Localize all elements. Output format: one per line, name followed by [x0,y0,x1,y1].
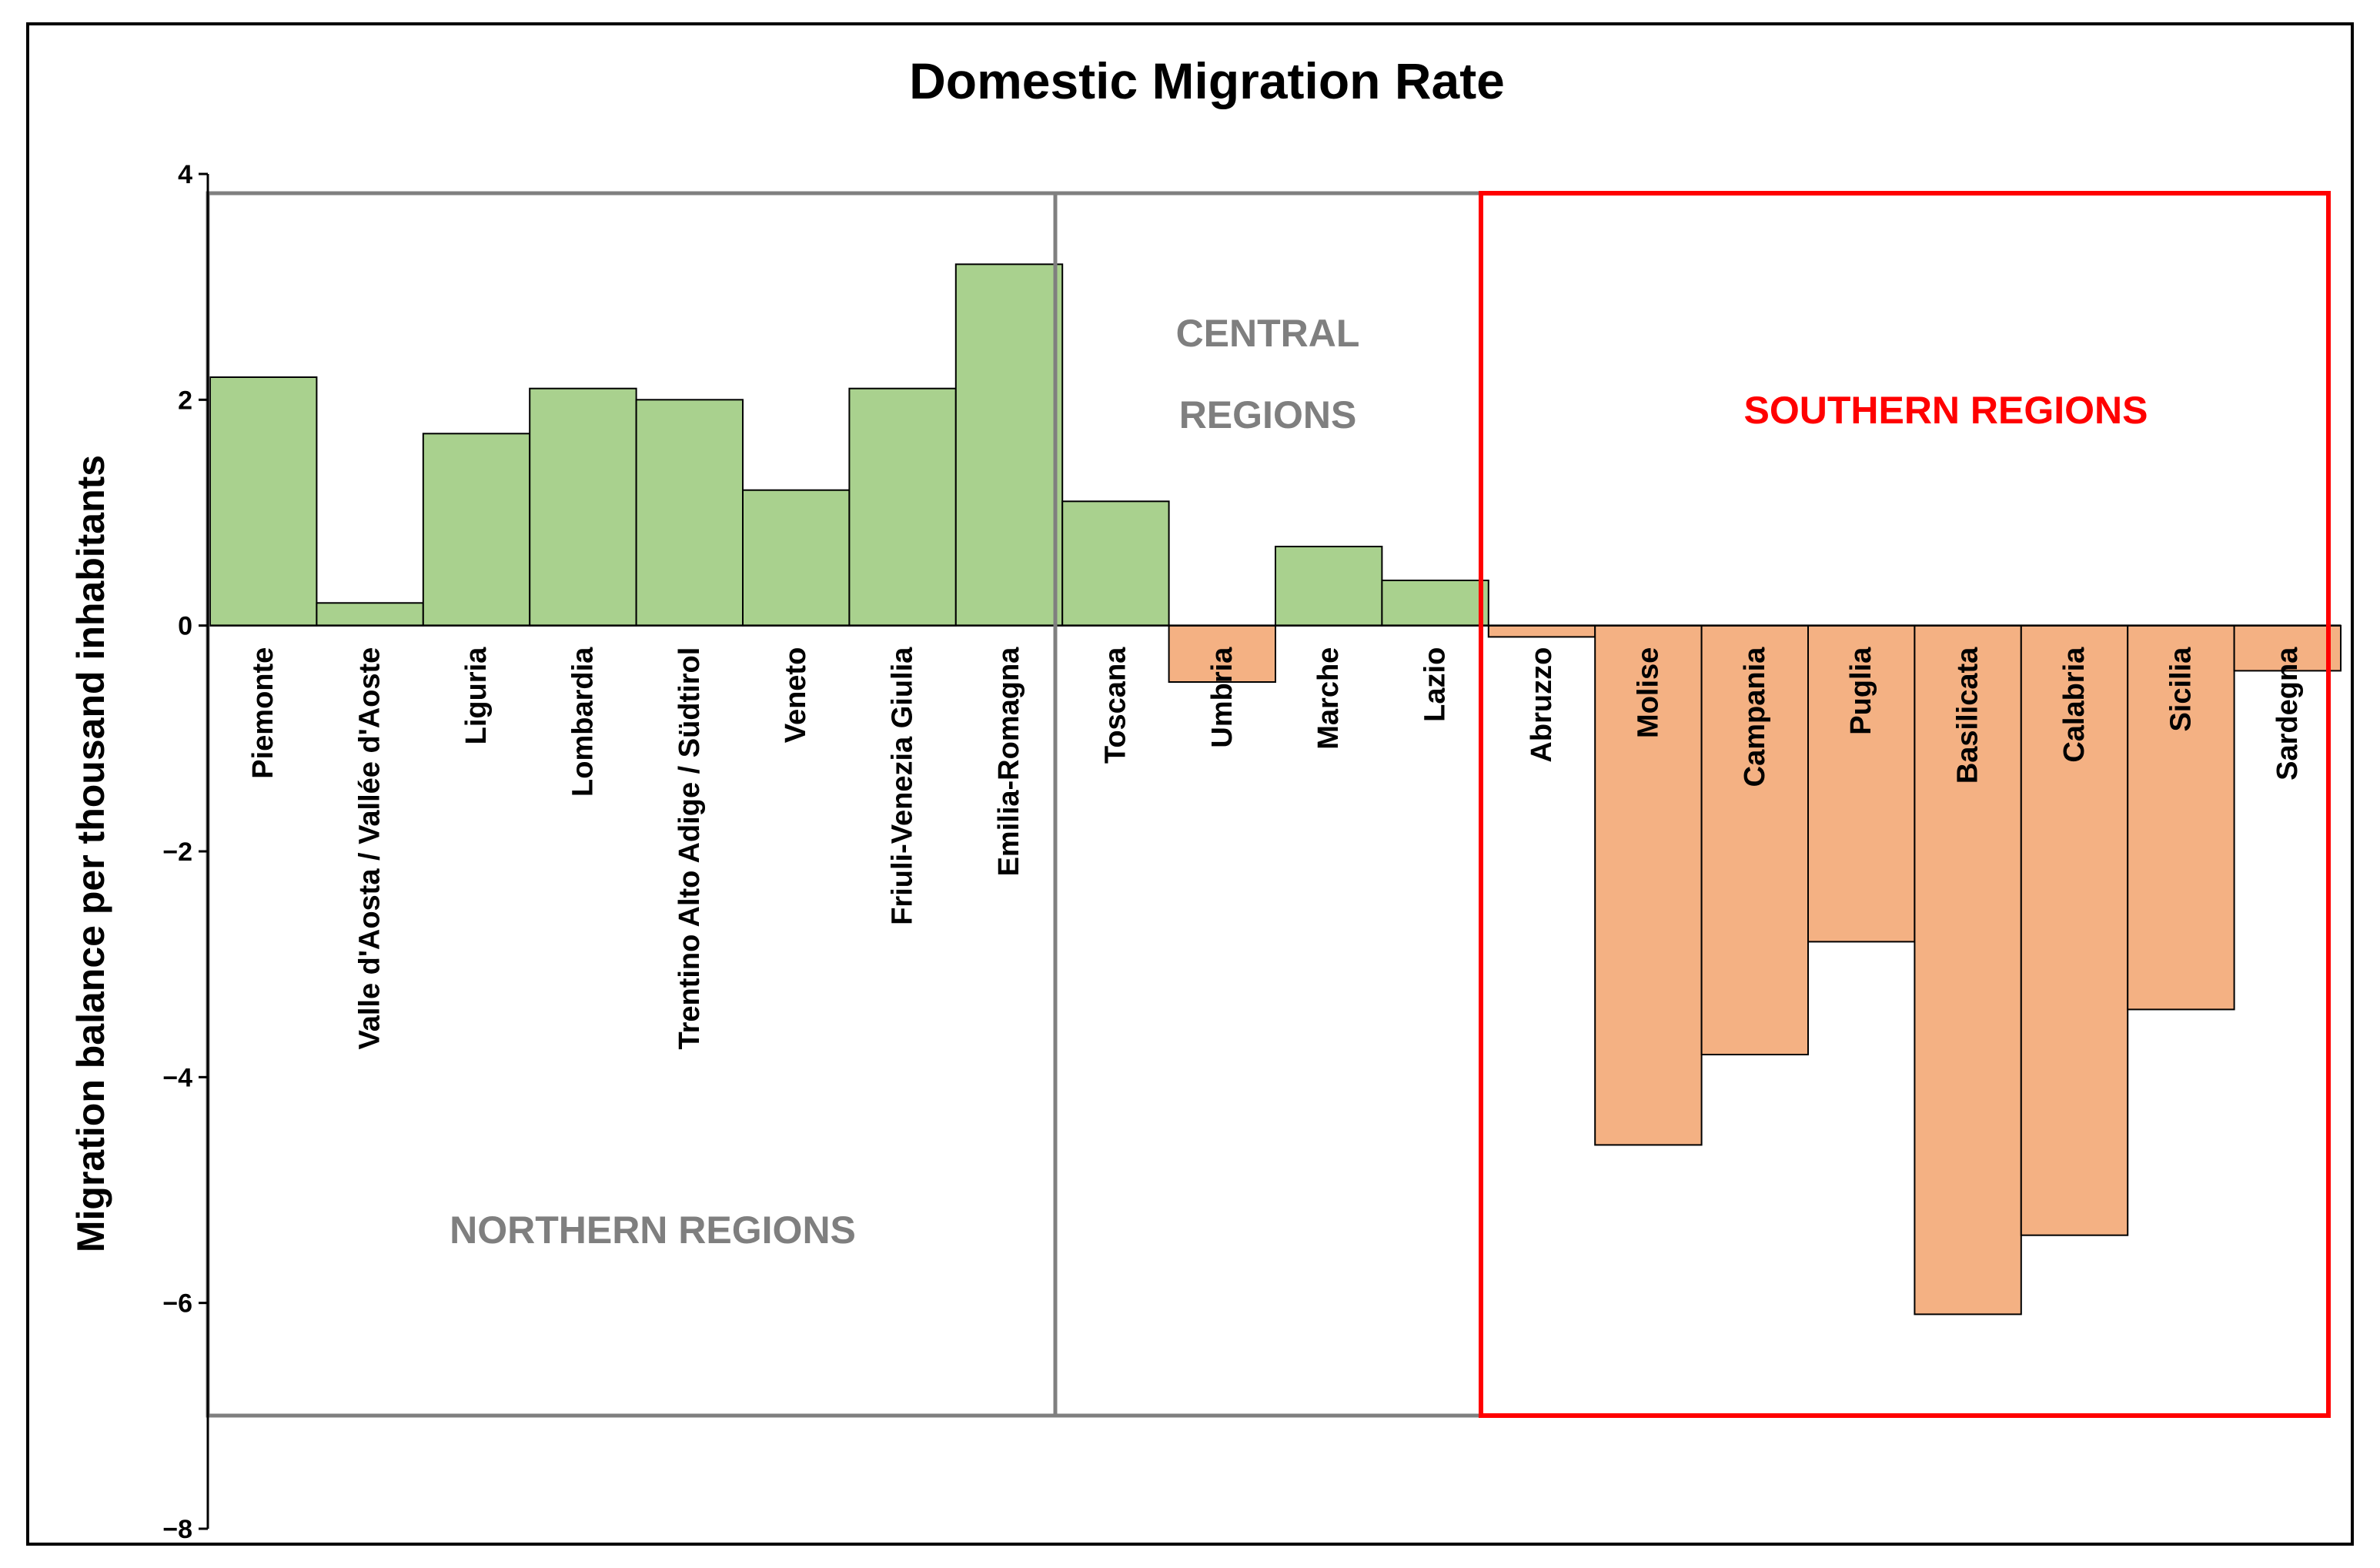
category-labels: Piemonte Valle d'Aosta / Vallée d'Aoste Li… [247,647,2304,1050]
category-label: Emilia-Romagna [993,647,1025,877]
category-label: Toscana [1099,647,1132,764]
bar-campania [1700,624,1810,1055]
bar-chart: Domestic Migration Rate 4 2 0 −2 −4 −6 −8 Piem… [69,52,2342,1543]
y-tick-label: −6 [162,1289,192,1319]
group-label-central-line: REGIONS [1179,393,1357,436]
group-label-north: NORTHERN REGIONS [450,1209,856,1252]
bar-sicilia [2127,624,2235,1011]
group-label-central-line: CENTRAL [1176,312,1360,355]
region-box-south [1479,191,2331,1418]
bar-toscana [1061,500,1170,627]
category-label: Friuli-Venezia Giulia [887,647,919,925]
category-label: Umbria [1206,647,1238,748]
chart-frame: Domestic Migration Rate 4 2 0 −2 −4 −6 −8 Piem… [26,22,2354,1546]
bar-marche [1275,546,1383,627]
y-axis: 4 2 0 −2 −4 −6 −8 [162,160,209,1543]
category-label: Molise [1632,647,1664,738]
y-tick-label: −2 [162,837,192,867]
category-label: Calabria [2058,647,2091,763]
bar-friuli-venezia-giulia [848,387,957,627]
y-tick-label: −4 [162,1063,192,1092]
category-label: Valle d'Aosta / Vallée d'Aoste [354,647,386,1050]
category-label: Veneto [780,647,812,744]
bar-trentino-alto-adige-s-dtirol [635,399,744,627]
category-label: Lazio [1419,647,1452,722]
group-labels: NORTHERN REGIONS CENTRAL REGIONS SOUTHERN R… [450,312,2148,1252]
category-label: Piemonte [247,647,279,779]
bar-umbria [1168,624,1276,684]
bar-veneto [742,489,851,627]
category-label: Abruzzo [1526,647,1558,763]
category-label: Campania [1739,647,1771,787]
y-tick-label: 2 [178,386,192,415]
bar-lombardia [529,387,637,627]
bar-puglia [1807,624,1916,943]
category-label: Lombardia [567,647,599,797]
bar-sardegna [2233,624,2342,672]
y-axis-title: Migration balance per thousand inhabitan… [69,455,112,1252]
bar-liguria [422,433,531,627]
category-label: Basilicata [1952,647,1984,784]
y-tick-label: −8 [162,1515,192,1543]
region-box-central [1053,191,1483,1418]
bar-valle-d-aosta-vall-e-d-aoste [316,602,424,627]
category-label: Trentino Alto Adige / Südtirol [674,647,706,1050]
bar-piemonte [209,376,318,627]
category-label: Liguria [460,647,493,745]
category-label: Sardegna [2271,647,2304,781]
bar-basilicata [1914,624,2022,1316]
bars-layer [208,263,2342,1316]
chart-title: Domestic Migration Rate [909,52,1505,109]
y-tick-label: 4 [178,160,192,189]
category-label: Sicilia [2164,647,2197,732]
bar-calabria [2020,624,2129,1236]
category-label: Marche [1312,647,1345,750]
bar-lazio [1381,580,1489,627]
bar-emilia-romagna [954,263,1064,627]
group-label-south: SOUTHERN REGIONS [1743,389,2148,432]
bar-abruzzo [1487,624,1596,638]
y-tick-label: 0 [178,612,192,641]
category-label: Puglia [1845,647,1877,735]
bar-molise [1594,624,1703,1146]
